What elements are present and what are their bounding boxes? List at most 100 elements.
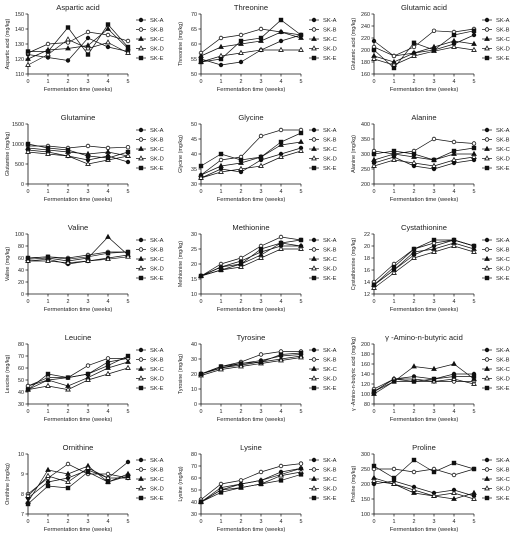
- data-point: [471, 489, 477, 495]
- series-line-sk-c: [27, 361, 129, 390]
- data-point: [238, 361, 244, 366]
- legend-marker: [311, 357, 317, 362]
- data-point: [278, 472, 284, 478]
- data-point: [431, 492, 437, 498]
- legend-marker: [484, 475, 490, 481]
- legend-marker: [484, 347, 490, 353]
- data-point: [411, 44, 417, 50]
- legend-marker: [138, 127, 144, 133]
- panel-title: Tyrosine: [237, 333, 266, 342]
- y-tick-label: 0: [194, 402, 197, 408]
- data-point: [85, 257, 91, 263]
- panel-3: Glutamic acid 160 180 200 220 240 260 0 1 2 3 4 5 Fer…: [351, 3, 510, 93]
- series-line-sk-e: [373, 147, 475, 161]
- series-line-sk-d: [373, 156, 475, 167]
- x-tick-label: 5: [127, 519, 130, 525]
- legend-label: SK-D: [323, 487, 337, 493]
- y-tick-label: 20: [364, 244, 370, 250]
- series-line-sk-c: [200, 141, 302, 176]
- series-line-sk-a: [200, 34, 302, 66]
- series-line-sk-e: [200, 132, 302, 167]
- data-point: [278, 153, 284, 159]
- data-point: [45, 145, 51, 151]
- y-axis-label: Tyrosine (mg/kg): [178, 354, 184, 394]
- legend-marker: [311, 457, 317, 463]
- x-axis-label: Fermentation time (weeks): [390, 417, 459, 423]
- x-tick-label: 4: [453, 299, 456, 305]
- legend-label: SK-D: [323, 157, 337, 163]
- data-point: [218, 62, 224, 68]
- data-point: [238, 485, 244, 490]
- series-line-sk-a: [27, 254, 129, 265]
- panel-title: Lysine: [240, 443, 262, 452]
- data-point: [391, 475, 397, 481]
- data-point: [125, 159, 131, 165]
- data-point: [45, 472, 51, 478]
- data-point: [371, 284, 377, 290]
- data-point: [411, 248, 417, 254]
- legend-label: SK-A: [323, 238, 337, 244]
- y-tick-label: 400: [361, 122, 370, 128]
- legend-marker: [311, 265, 317, 271]
- legend-label: SK-B: [150, 248, 164, 254]
- legend-label: SK-E: [150, 166, 164, 172]
- data-point: [65, 152, 71, 158]
- y-tick-label: 300: [361, 452, 370, 458]
- panel-title: Methionine: [232, 223, 269, 232]
- legend-marker: [484, 247, 490, 252]
- data-point: [431, 248, 437, 254]
- data-point: [25, 148, 31, 154]
- data-point: [105, 255, 111, 262]
- data-point: [125, 44, 131, 50]
- legend-marker: [311, 255, 317, 261]
- legend-label: SK-A: [323, 128, 337, 134]
- series-line-sk-d: [200, 248, 301, 277]
- y-tick-label: 80: [18, 342, 24, 348]
- legend-marker: [311, 375, 317, 381]
- x-tick-label: 5: [300, 189, 303, 195]
- y-tick-label: 10: [191, 387, 197, 393]
- data-point: [411, 153, 417, 159]
- data-point: [45, 483, 51, 489]
- data-point: [125, 149, 131, 155]
- data-point: [431, 157, 437, 163]
- legend-label: SK-B: [323, 28, 337, 34]
- y-tick-label: 1000: [12, 142, 24, 148]
- data-point: [218, 490, 224, 495]
- panel-title: Leucine: [65, 333, 92, 342]
- x-axis-label: Fermentation time (weeks): [44, 87, 113, 93]
- legend-marker: [311, 275, 317, 281]
- series-line-sk-b: [373, 138, 475, 155]
- y-tick-label: 220: [361, 36, 370, 42]
- legend-marker: [484, 165, 490, 171]
- data-point: [258, 254, 264, 260]
- data-point: [298, 32, 304, 38]
- y-tick-label: 25: [191, 247, 197, 253]
- legend-label: SK-D: [496, 267, 510, 273]
- legend-marker: [311, 45, 317, 51]
- x-tick-label: 0: [200, 519, 203, 525]
- y-tick-label: 40: [18, 268, 24, 274]
- data-point: [278, 240, 284, 246]
- y-tick-label: 8: [21, 492, 24, 498]
- legend-marker: [138, 467, 144, 472]
- x-tick-label: 1: [220, 299, 223, 305]
- data-point: [105, 479, 111, 485]
- x-tick-label: 0: [373, 299, 376, 305]
- data-point: [45, 376, 51, 382]
- x-tick-label: 5: [473, 409, 476, 415]
- y-tick-label: 16: [364, 268, 370, 274]
- panel-2: Threonine 50 55 60 65 70 0 1 2 3 4 5 Fermentation ti…: [178, 3, 337, 93]
- y-axis-label: Threonine (mg/kg): [178, 22, 184, 66]
- legend-marker: [311, 495, 317, 501]
- data-point: [65, 45, 71, 51]
- data-point: [65, 470, 71, 476]
- data-point: [65, 257, 71, 262]
- data-point: [238, 59, 244, 65]
- legend-label: SK-B: [496, 138, 510, 144]
- legend-label: SK-E: [323, 276, 337, 282]
- legend-label: SK-C: [323, 37, 337, 43]
- legend-label: SK-E: [150, 496, 164, 502]
- series-line-sk-d: [200, 357, 302, 376]
